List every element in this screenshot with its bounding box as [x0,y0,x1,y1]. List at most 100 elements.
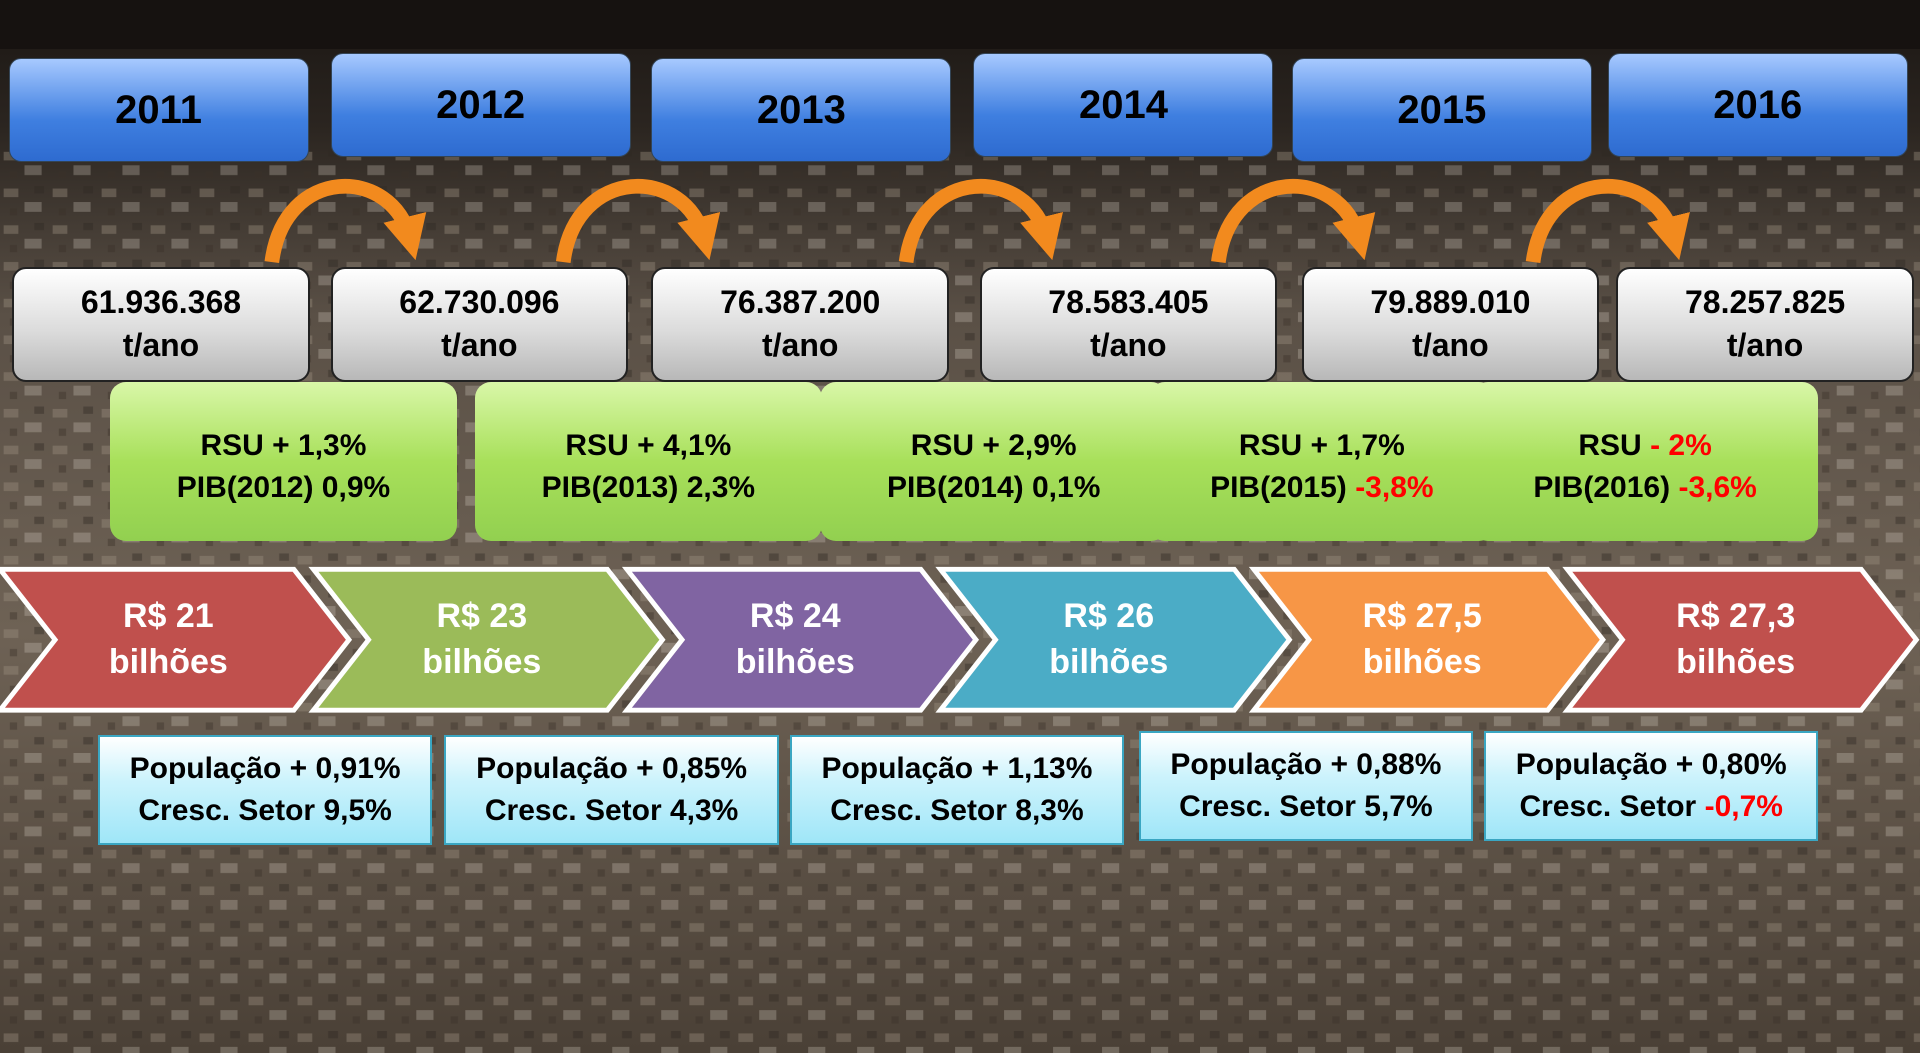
text: bilhões [1362,642,1482,681]
year-box: 2012 [330,52,631,157]
text: RSU + 1,7% [1238,428,1405,462]
text-line: Cresc. Setor 4,3% [485,790,738,832]
text-line: bilhões [1363,640,1482,686]
text: População + 0,88% [1170,748,1442,782]
text-line: PIB(2013) 2,3% [542,467,755,509]
arrow [264,178,427,264]
tonnage-value: 76.387.200 [720,284,881,321]
text-line: bilhões [1049,640,1168,686]
text-line: RSU + 4,1% [565,425,731,467]
text-line: bilhões [422,640,541,686]
chevron [0,566,353,713]
tonnage-value: 79.889.010 [1370,284,1531,321]
tonnage-value: 78.583.405 [1048,284,1209,321]
text-line: bilhões [1676,640,1795,686]
text: - 2% [1650,428,1712,462]
tonnage-unit: t/ano [1090,327,1167,364]
text: PIB(2013) 2,3% [541,470,756,504]
text-line: População + 0,85% [476,748,747,790]
year-box: 2016 [1607,52,1908,157]
text: R$ 24 [749,596,841,635]
text: População + 0,91% [129,751,401,785]
tonnage-box: 78.257.825 t/ano [1616,266,1914,383]
indicator-box: RSU + 4,1% PIB(2013) 2,3% [475,382,822,542]
text: PIB(2016) [1533,470,1671,504]
text-line: População + 0,80% [1516,744,1787,786]
tonnage-box: 76.387.200 t/ano [651,266,949,383]
text: -3,6% [1678,470,1757,504]
year-box: 2013 [651,57,952,162]
tonnage-value: 61.936.368 [80,284,242,321]
revenue-label: R$ 23 bilhões [369,569,596,710]
revenue-label: R$ 24 bilhões [682,569,909,710]
text: R$ 26 [1063,596,1155,635]
year-box: 2011 [8,57,309,162]
tonnage-unit: t/ano [1412,327,1489,364]
text: bilhões [108,642,228,681]
population-box: População + 1,13% Cresc. Setor 8,3% [789,734,1125,845]
text-line: População + 0,88% [1170,744,1441,786]
text-line: RSU + 1,7% [1239,425,1405,467]
text: -3,8% [1355,470,1434,504]
text-line: PIB(2012) 0,9% [177,467,390,509]
text-line: Cresc. Setor 9,5% [138,790,391,832]
text: R$ 21 [122,596,214,635]
text-line: Cresc. Setor 8,3% [830,790,1083,832]
tonnage-box: 78.583.405 t/ano [979,266,1278,383]
revenue-label: R$ 21 bilhões [55,569,282,710]
text-line: PIB(2014) 0,1% [887,467,1100,509]
chevron [621,566,980,713]
text: Cresc. Setor 8,3% [830,793,1084,827]
arrow [898,178,1063,264]
text: RSU + 1,3% [200,428,367,462]
tonnage-value: 62.730.096 [399,284,560,321]
tonnage-box: 62.730.096 t/ano [330,266,629,383]
indicator-box: RSU - 2% PIB(2016) -3,6% [1471,382,1819,542]
text: População + 0,80% [1515,748,1787,782]
text: População + 1,13% [821,751,1093,785]
text: Cresc. Setor 5,7% [1179,790,1433,824]
text-line: População + 0,91% [130,748,401,790]
text-line: R$ 24 [750,594,841,640]
chevron [935,566,1293,713]
arrow [555,178,721,264]
chevron [308,566,666,713]
text: R$ 27,5 [1362,596,1482,635]
indicator-box: RSU + 1,3% PIB(2012) 0,9% [110,382,457,542]
text-line: Cresc. Setor -0,7% [1519,786,1783,828]
indicator-box: RSU + 2,9% PIB(2014) 0,1% [820,382,1167,542]
tonnage-unit: t/ano [1726,327,1804,364]
chevrons [0,566,1920,713]
text: PIB(2014) 0,1% [886,470,1101,504]
text: PIB(2012) 0,9% [176,470,391,504]
text: RSU + 4,1% [565,428,732,462]
chevron [1248,566,1606,713]
text-line: Cresc. Setor 5,7% [1179,786,1432,828]
text: bilhões [422,642,542,681]
text: PIB(2015) [1210,470,1347,504]
text-line: R$ 21 [123,594,214,640]
text-line: bilhões [109,640,228,686]
text-line: População + 1,13% [821,748,1092,790]
arrow [1211,178,1376,264]
tonnage-unit: t/ano [441,327,518,364]
text: Cresc. Setor 4,3% [484,793,739,827]
population-box: População + 0,91% Cresc. Setor 9,5% [97,734,433,845]
tonnage-box: 79.889.010 t/ano [1301,266,1600,383]
tonnage-unit: t/ano [761,327,839,364]
text-line: R$ 23 [436,594,527,640]
arrow [1525,178,1690,264]
revenue-label: R$ 27,5 bilhões [1309,569,1536,710]
revenue-label: R$ 27,3 bilhões [1622,569,1849,710]
text: bilhões [1049,642,1169,681]
indicator-box: RSU + 1,7% PIB(2015) -3,8% [1148,382,1496,542]
text-line: RSU + 2,9% [911,425,1077,467]
text: R$ 23 [436,596,528,635]
text: -0,7% [1704,790,1783,824]
text: bilhões [735,642,855,681]
chevron [1562,566,1920,713]
text-line: R$ 26 [1063,594,1154,640]
text-line: RSU - 2% [1578,425,1711,467]
year-box: 2015 [1291,57,1592,162]
text: RSU [1578,428,1642,462]
